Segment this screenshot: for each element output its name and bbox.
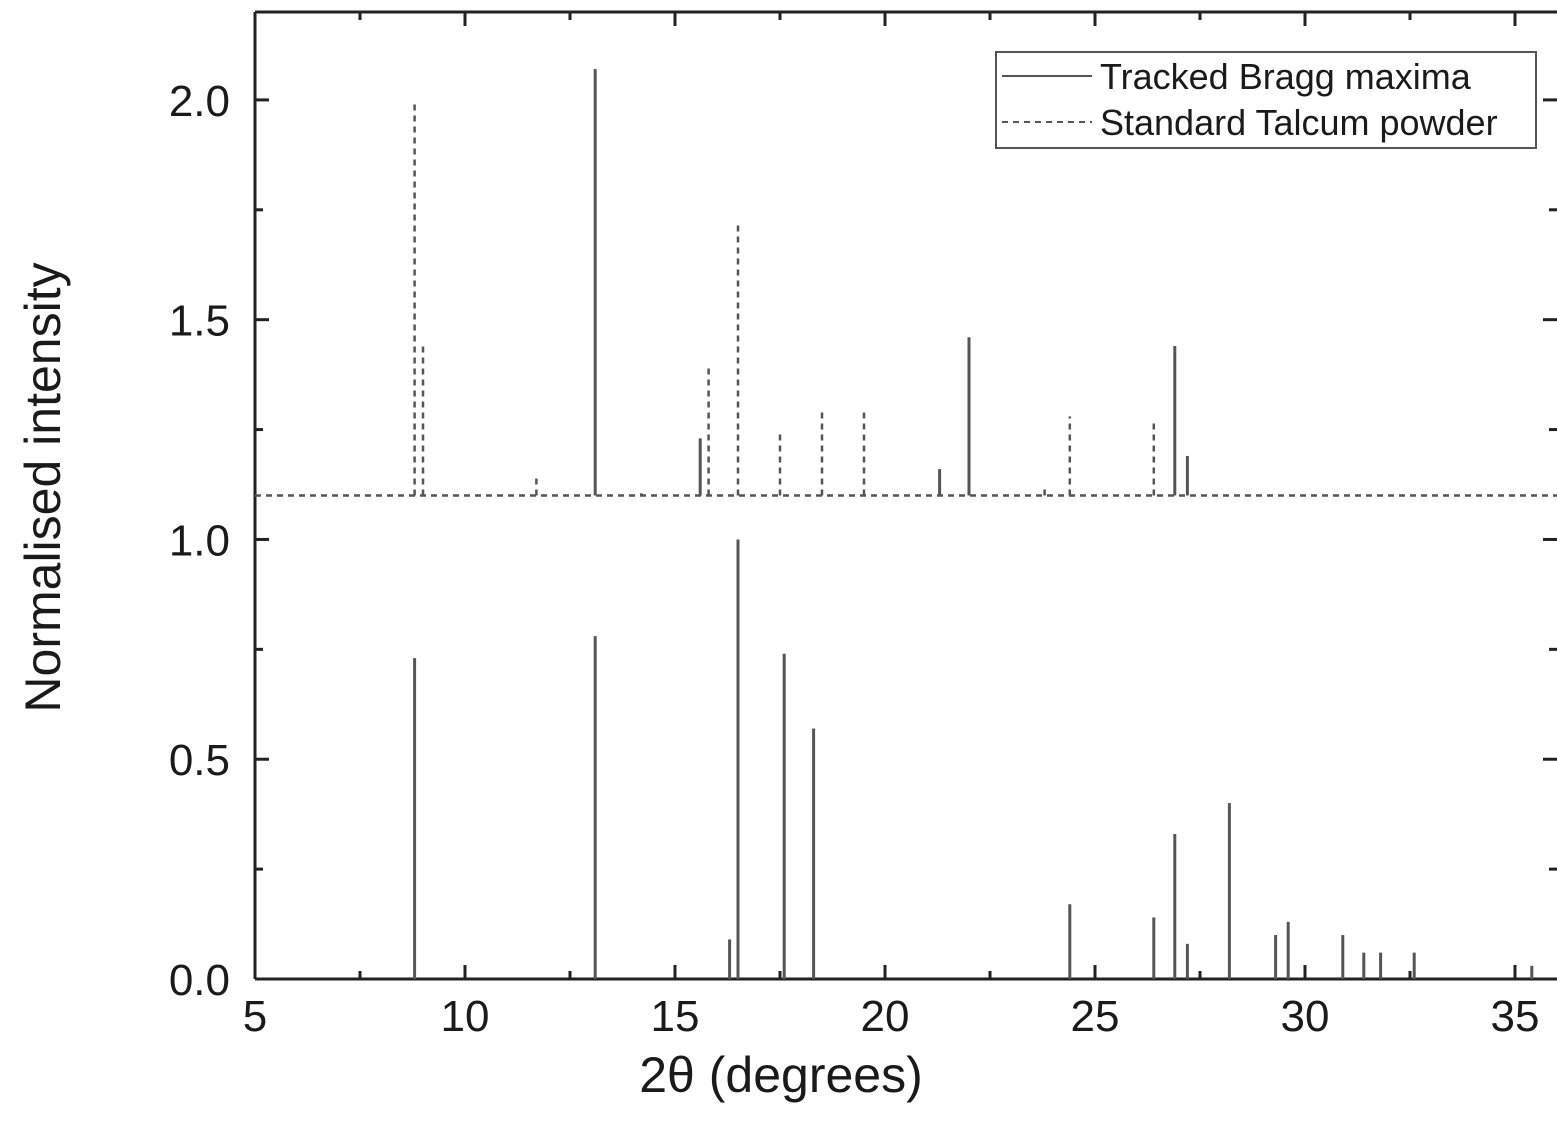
- x-tick-label: 15: [651, 992, 700, 1041]
- tick-labels-layer: 5 10 15 20 25 30 35 0.0 0.5 1.0 1.5 2.0: [169, 77, 1540, 1041]
- y-axis-title: Normalised intensity: [15, 262, 71, 712]
- legend-label-standard: Standard Talcum powder: [1100, 102, 1498, 143]
- series-layer: [255, 69, 1557, 979]
- x-tick-label: 20: [861, 992, 910, 1041]
- y-tick-label: 0.5: [169, 736, 230, 785]
- y-tick-label: 0.0: [169, 956, 230, 1005]
- x-tick-label: 30: [1281, 992, 1330, 1041]
- x-tick-label: 5: [243, 992, 267, 1041]
- y-tick-label: 1.5: [169, 297, 230, 346]
- y-tick-label: 1.0: [169, 516, 230, 565]
- legend: Tracked Bragg maxima Standard Talcum pow…: [995, 51, 1537, 149]
- y-tick-label: 2.0: [169, 77, 230, 126]
- x-tick-label: 25: [1071, 992, 1120, 1041]
- x-axis-title: 2θ (degrees): [639, 1047, 923, 1103]
- legend-label-tracked: Tracked Bragg maxima: [1100, 56, 1472, 97]
- x-tick-label: 10: [441, 992, 490, 1041]
- ticks-layer: [253, 12, 1557, 981]
- x-tick-label: 35: [1491, 992, 1540, 1041]
- legend-box: [995, 51, 1537, 149]
